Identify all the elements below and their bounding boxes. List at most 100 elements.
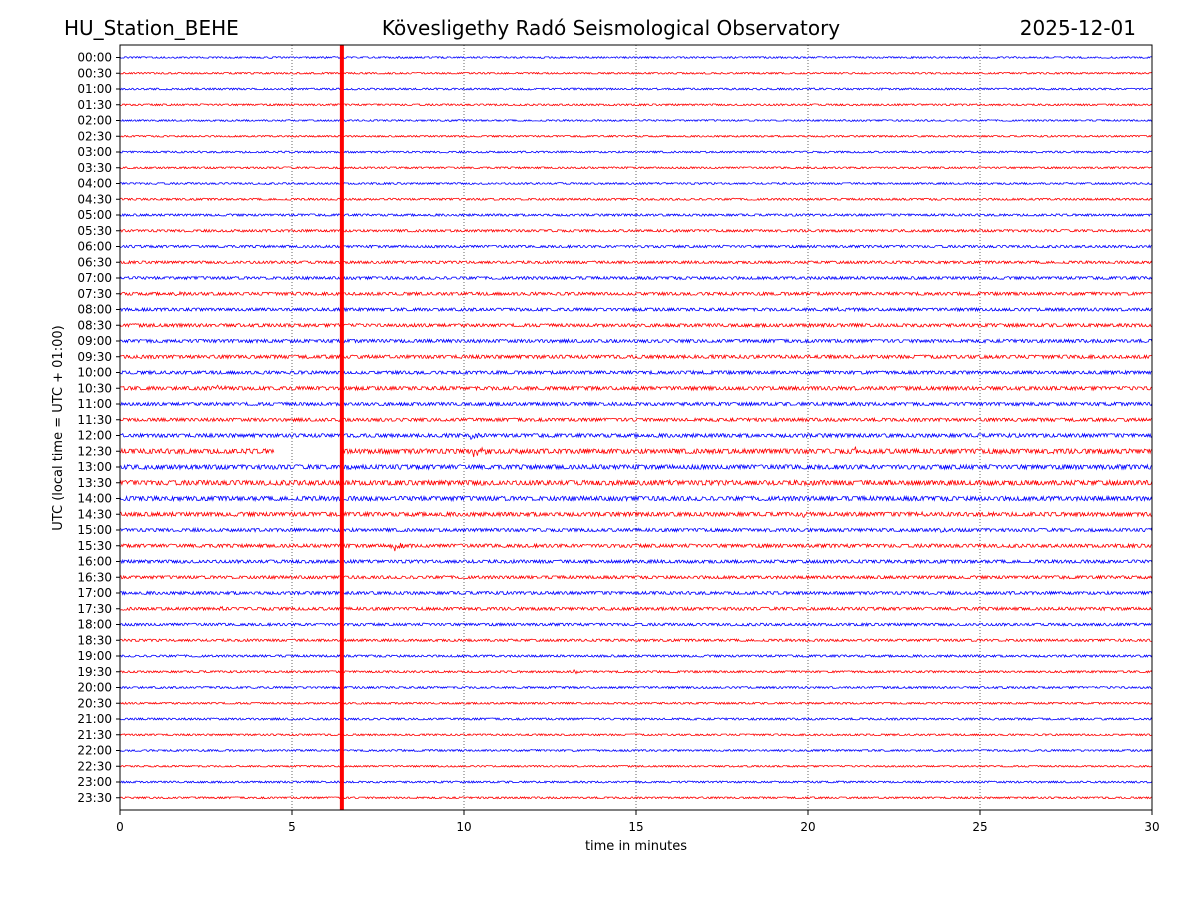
trace-05-00 [119, 212, 1153, 218]
y-tick-label: 20:00 [77, 681, 112, 695]
y-tick-label: 17:30 [77, 602, 112, 616]
y-tick-label: 15:30 [77, 539, 112, 553]
x-tick-label: 10 [456, 820, 471, 834]
trace-02-30 [119, 134, 1153, 138]
trace-10-30 [119, 384, 1152, 392]
trace-20-30 [119, 701, 1153, 705]
y-tick-label: 03:30 [77, 161, 112, 175]
trace-10-00 [119, 369, 1153, 376]
y-tick-label: 22:30 [77, 759, 112, 773]
trace-21-00 [119, 717, 1153, 721]
trace-16-30 [119, 574, 1153, 580]
y-tick-label: 13:30 [77, 476, 112, 490]
trace-23-00 [119, 780, 1153, 784]
trace-07-00 [119, 275, 1153, 281]
x-axis-label: time in minutes [585, 839, 687, 854]
y-tick-label: 00:30 [77, 66, 112, 80]
y-tick-label: 04:00 [77, 177, 112, 191]
trace-07-30 [119, 290, 1153, 297]
y-tick-label: 18:30 [77, 633, 112, 647]
station-name: HU_Station_BEHE [64, 16, 239, 40]
seismic-traces [119, 55, 1153, 800]
trace-12-00 [119, 432, 1153, 440]
trace-02-00 [119, 118, 1153, 123]
trace-14-30 [119, 510, 1153, 518]
trace-19-30 [119, 668, 1153, 675]
y-tick-label: 05:30 [77, 224, 112, 238]
y-tick-label: 03:00 [77, 145, 112, 159]
x-tick-label: 5 [288, 820, 296, 834]
y-tick-label: 14:00 [77, 492, 112, 506]
y-tick-label: 16:30 [77, 570, 112, 584]
y-tick-label: 23:00 [77, 775, 112, 789]
trace-11-30 [119, 416, 1153, 423]
y-tick-label: 19:00 [77, 649, 112, 663]
trace-18-30 [120, 638, 1153, 643]
y-tick-label: 11:00 [77, 397, 112, 411]
y-tick-label: 14:30 [77, 507, 112, 521]
y-tick-label: 08:30 [77, 318, 112, 332]
y-tick-label: 23:30 [77, 791, 112, 805]
y-tick-label: 06:00 [77, 240, 112, 254]
y-tick-label: 07:30 [77, 287, 112, 301]
trace-04-00 [119, 181, 1153, 186]
trace-09-00 [119, 338, 1153, 344]
x-tick-label: 0 [116, 820, 124, 834]
trace-01-00 [119, 87, 1153, 91]
y-tick-label: 21:00 [77, 712, 112, 726]
trace-11-00 [119, 401, 1153, 407]
trace-14-00 [119, 494, 1153, 503]
trace-15-00 [119, 527, 1153, 533]
trace-00-30 [119, 71, 1153, 75]
trace-12-30 [119, 446, 1153, 458]
trace-17-30 [119, 605, 1153, 612]
y-tick-label: 07:00 [77, 271, 112, 285]
trace-13-30 [119, 478, 1153, 487]
y-tick-label: 13:00 [77, 460, 112, 474]
y-tick-label: 19:30 [77, 665, 112, 679]
grid-lines [291, 45, 981, 810]
y-tick-label: 15:00 [77, 523, 112, 537]
y-tick-label: 09:30 [77, 350, 112, 364]
chart-date: 2025-12-01 [1020, 16, 1136, 40]
y-tick-label: 20:30 [77, 696, 112, 710]
trace-13-00 [119, 463, 1153, 471]
y-tick-label: 09:00 [77, 334, 112, 348]
chart-title: Kövesligethy Radó Seismological Observat… [382, 16, 840, 40]
y-tick-label: 12:30 [77, 444, 112, 458]
trace-03-30 [119, 166, 1153, 170]
trace-06-00 [119, 244, 1152, 249]
y-tick-label: 10:00 [77, 366, 112, 380]
trace-08-00 [119, 306, 1153, 313]
y-tick-label: 04:30 [77, 192, 112, 206]
y-tick-label: 02:30 [77, 129, 112, 143]
y-tick-label: 18:00 [77, 618, 112, 632]
trace-00-00 [119, 55, 1152, 60]
trace-22-00 [119, 748, 1153, 753]
y-tick-label: 21:30 [77, 728, 112, 742]
trace-04-30 [119, 197, 1153, 202]
x-tick-label: 30 [1144, 820, 1159, 834]
trace-08-30 [119, 322, 1153, 329]
x-tick-label: 25 [972, 820, 987, 834]
trace-23-30 [119, 796, 1153, 800]
trace-15-30 [119, 542, 1153, 552]
y-tick-label: 11:30 [77, 413, 112, 427]
trace-05-30 [119, 228, 1153, 233]
y-tick-label: 16:00 [77, 555, 112, 569]
y-tick-label: 17:00 [77, 586, 112, 600]
x-axis: 0 5 10 15 20 25 30 [116, 810, 1160, 834]
y-axis-label: UTC (local time = UTC + 01:00) [51, 325, 66, 530]
x-tick-label: 15 [628, 820, 643, 834]
trace-16-00 [120, 558, 1153, 565]
trace-03-00 [119, 150, 1153, 154]
trace-22-30 [119, 764, 1153, 768]
y-tick-label: 22:00 [77, 744, 112, 758]
trace-19-00 [119, 653, 1153, 659]
trace-20-00 [119, 685, 1152, 690]
y-tick-label: 10:30 [77, 381, 112, 395]
trace-06-30 [119, 259, 1153, 265]
y-tick-label: 02:00 [77, 114, 112, 128]
